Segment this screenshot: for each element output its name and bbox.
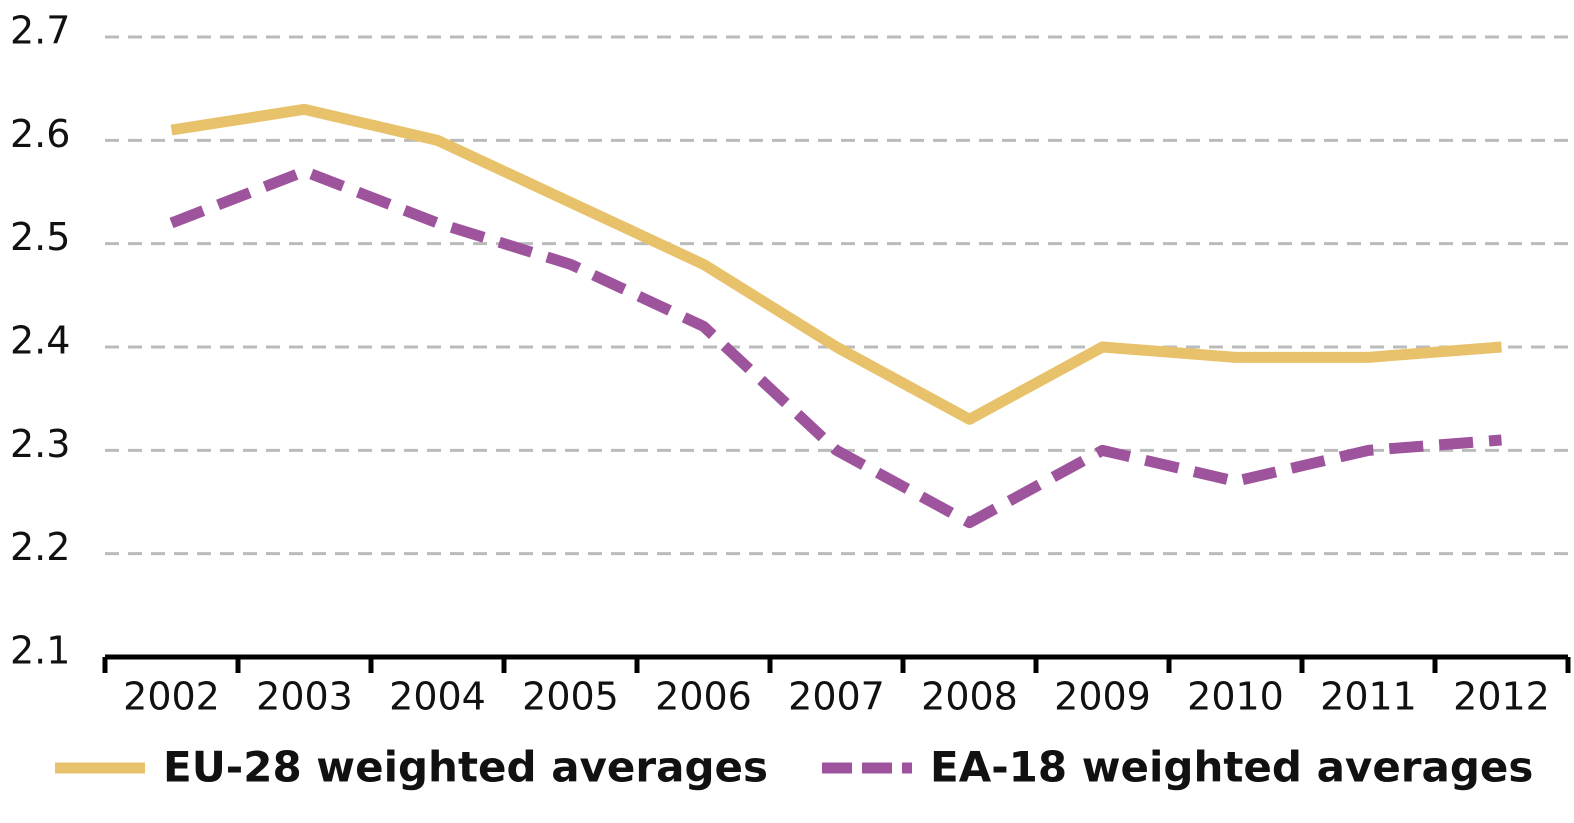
- series-line: [170, 103, 1502, 425]
- x-tick-label: 2003: [256, 675, 353, 719]
- x-tick-label: 2002: [123, 675, 220, 719]
- y-tick-label: 2.1: [10, 629, 70, 673]
- x-tick-label: 2012: [1453, 675, 1550, 719]
- legend-label: EU-28 weighted averages: [163, 743, 768, 792]
- x-tick-label: 2005: [522, 675, 619, 719]
- x-tick-label: 2009: [1054, 675, 1151, 719]
- y-tick-label: 2.4: [10, 319, 70, 363]
- x-tick-label: 2011: [1320, 675, 1417, 719]
- x-tick-label: 2008: [921, 675, 1018, 719]
- y-tick-label: 2.5: [10, 215, 70, 259]
- legend-label: EA-18 weighted averages: [930, 743, 1533, 792]
- y-tick-label: 2.7: [10, 9, 70, 53]
- y-tick-label: 2.6: [10, 112, 70, 156]
- y-tick-label: 2.3: [10, 422, 70, 466]
- x-tick-label: 2010: [1187, 675, 1284, 719]
- y-tick-label: 2.2: [10, 525, 70, 569]
- x-tick-label: 2004: [389, 675, 486, 719]
- x-tick-label: 2006: [655, 675, 752, 719]
- x-tick-label: 2007: [788, 675, 885, 719]
- series-line: [169, 165, 1502, 529]
